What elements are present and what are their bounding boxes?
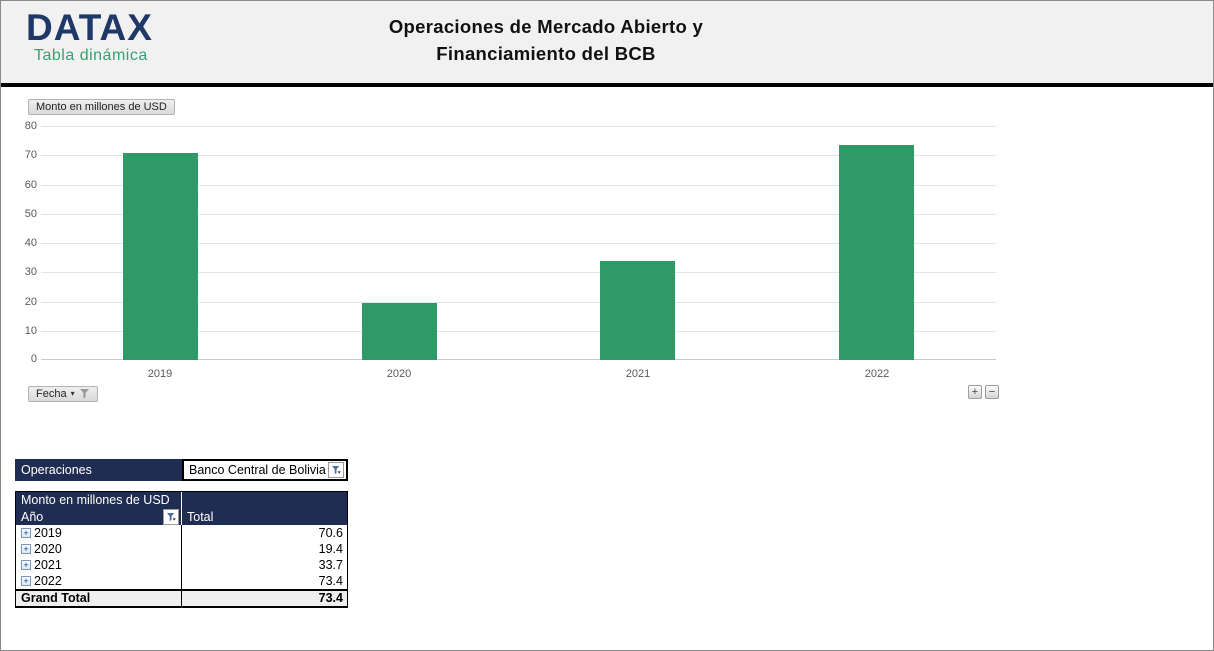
bar-2019[interactable] — [123, 153, 198, 360]
row-field-cell: Año — [16, 509, 182, 525]
table-row: + 2022 73.4 — [16, 573, 347, 589]
chart-plot-area: 0 10 20 30 40 50 60 70 80 2019 2020 2021 2022 — [25, 120, 996, 380]
pivot-field-header-row: Año Total — [16, 509, 347, 525]
logo-text: DATAX — [26, 7, 153, 48]
pivot-chart: Monto en millones de USD 0 10 20 30 40 50 60 70… — [15, 96, 1001, 406]
y-axis-label-80: 80 — [24, 120, 37, 132]
datax-logo: DATAX Tabla dinámica — [26, 9, 153, 65]
row-total: 73.4 — [318, 574, 343, 588]
y-axis-label-10: 10 — [24, 325, 37, 337]
grand-total-label: Grand Total — [16, 591, 182, 606]
gridline — [41, 359, 996, 360]
row-label[interactable]: 2020 — [34, 542, 62, 556]
total-column-header: Total — [187, 510, 214, 524]
pivot-chart-expand-controls: + − — [968, 385, 999, 399]
y-axis-label-40: 40 — [24, 237, 37, 249]
logo-subtitle: Tabla dinámica — [34, 47, 148, 64]
expand-button[interactable]: + — [968, 385, 982, 399]
table-row: + 2021 33.7 — [16, 557, 347, 573]
expand-row-button[interactable]: + — [21, 544, 31, 554]
x-axis-label-2021: 2021 — [625, 368, 651, 380]
y-axis-label-20: 20 — [24, 296, 37, 308]
filter-icon — [79, 389, 89, 399]
row-label[interactable]: 2019 — [34, 526, 62, 540]
x-axis-label-2020: 2020 — [386, 368, 412, 380]
x-axis-label-2019: 2019 — [147, 368, 173, 380]
filter-field-cell: Operaciones — [15, 459, 182, 481]
row-field-filter-button[interactable] — [163, 509, 179, 525]
gridline — [41, 243, 996, 244]
row-label[interactable]: 2022 — [34, 574, 62, 588]
y-axis-label-60: 60 — [24, 179, 37, 191]
y-axis-label-70: 70 — [24, 149, 37, 161]
filter-applied-icon — [331, 465, 341, 474]
value-field-button[interactable]: Monto en millones de USD — [28, 99, 175, 115]
row-field-label: Año — [21, 510, 44, 524]
table-row: + 2019 70.6 — [16, 525, 347, 541]
axis-field-label: Fecha — [36, 387, 67, 400]
report-header: DATAX Tabla dinámica Operaciones de Merc… — [1, 1, 1213, 87]
gridline — [41, 155, 996, 156]
row-total: 70.6 — [318, 526, 343, 540]
axis-field-button[interactable]: Fecha ▾ — [28, 386, 98, 402]
grand-total-row: Grand Total 73.4 — [16, 589, 347, 607]
pivot-values-header-row: Monto en millones de USD — [16, 492, 347, 509]
y-axis-label-30: 30 — [24, 266, 37, 278]
bar-2021[interactable] — [600, 261, 675, 360]
gridline — [41, 126, 996, 127]
report-filter-row: Operaciones Banco Central de Bolivia — [15, 459, 348, 481]
bar-2022[interactable] — [839, 145, 914, 360]
bar-2020[interactable] — [362, 303, 437, 360]
row-label[interactable]: 2021 — [34, 558, 62, 572]
filter-applied-icon — [166, 512, 176, 521]
page-title: Operaciones de Mercado Abierto y Financi… — [306, 13, 786, 67]
y-axis-label-0: 0 — [30, 353, 37, 365]
gridline — [41, 214, 996, 215]
expand-row-button[interactable]: + — [21, 560, 31, 570]
row-total: 19.4 — [318, 542, 343, 556]
value-field-label: Monto en millones de USD — [36, 100, 167, 113]
pivot-values-header-spacer — [182, 492, 347, 509]
x-axis-label-2022: 2022 — [864, 368, 890, 380]
grand-total-value: 73.4 — [318, 591, 343, 605]
gridline — [41, 185, 996, 186]
pivot-table: Monto en millones de USD Año Total + 201… — [15, 491, 348, 608]
pivot-values-header: Monto en millones de USD — [16, 492, 182, 509]
expand-row-button[interactable]: + — [21, 528, 31, 538]
expand-row-button[interactable]: + — [21, 576, 31, 586]
filter-dropdown-button[interactable] — [328, 462, 344, 478]
gridline — [41, 272, 996, 273]
row-total: 33.7 — [318, 558, 343, 572]
y-axis-label-50: 50 — [24, 208, 37, 220]
gridline — [41, 302, 996, 303]
gridline — [41, 331, 996, 332]
table-row: + 2020 19.4 — [16, 541, 347, 557]
filter-value-cell[interactable]: Banco Central de Bolivia — [182, 459, 348, 481]
filter-selected-value: Banco Central de Bolivia — [189, 463, 326, 477]
chevron-down-icon: ▾ — [70, 388, 75, 398]
page-title-line1: Operaciones de Mercado Abierto y — [388, 16, 704, 37]
page-title-line2: Financiamiento del BCB — [436, 43, 656, 64]
collapse-button[interactable]: − — [985, 385, 999, 399]
